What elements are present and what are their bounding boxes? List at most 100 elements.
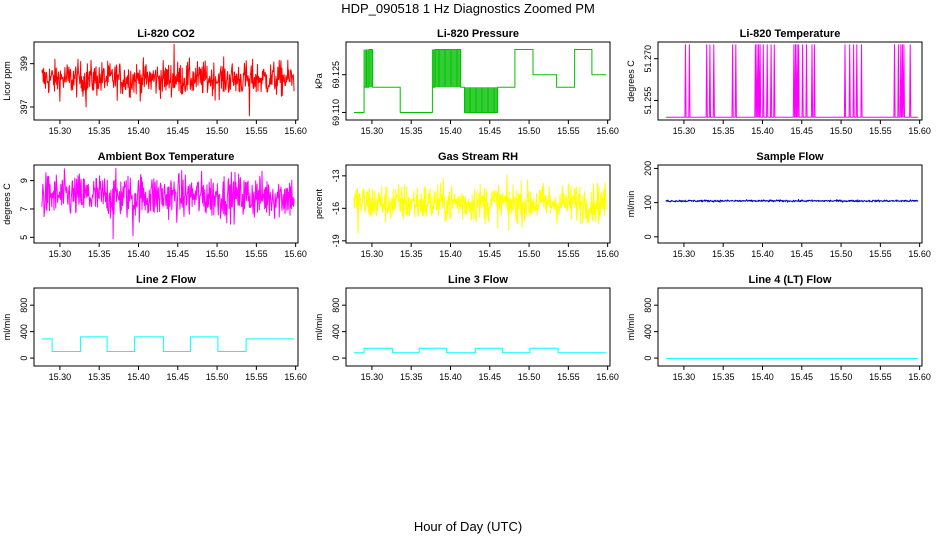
series-line [353, 347, 607, 354]
x-tick-label: 15.55 [869, 372, 892, 382]
plot-frame [657, 41, 923, 121]
x-tick-label: 15.50 [830, 249, 853, 259]
x-tick-label: 15.35 [88, 126, 111, 136]
x-tick-label: 15.60 [908, 126, 931, 136]
x-tick-label: 15.50 [206, 372, 229, 382]
plot-frame [345, 41, 611, 121]
panel-line3: Line 3 Flow 15.30 15.35 15.40 15.45 15.50 15.5… [314, 274, 619, 382]
x-tick-label: 15.40 [751, 249, 774, 259]
x-tick-label: 15.55 [245, 249, 268, 259]
x-tick-label: 15.35 [712, 126, 735, 136]
x-tick-label: 15.45 [791, 126, 814, 136]
x-tick-label: 15.40 [439, 372, 462, 382]
x-tick-label: 15.50 [518, 372, 541, 382]
panel-pressure: Li-820 Pressure 15.30 15.35 15.40 15.45 15.50… [314, 28, 619, 136]
y-tick-label: 800 [19, 298, 29, 313]
y-tick-label: 0 [19, 356, 29, 361]
x-tick-label: 15.60 [284, 126, 307, 136]
y-tick-label: 0 [643, 356, 653, 361]
panel-title: Li-820 Temperature [740, 28, 841, 40]
y-tick-label: 100 [643, 195, 653, 210]
series-line [353, 49, 607, 113]
y-tick-label: -16 [331, 202, 341, 215]
x-tick-label: 15.45 [167, 372, 190, 382]
x-tick-label: 15.30 [673, 126, 696, 136]
panel-title: Gas Stream RH [438, 151, 518, 163]
plot-frame [657, 164, 923, 244]
y-axis-label: ml/min [626, 314, 636, 341]
x-tick-label: 15.55 [245, 372, 268, 382]
x-tick-label: 15.30 [49, 372, 72, 382]
x-tick-label: 15.45 [479, 249, 502, 259]
flicker-lines [464, 87, 498, 113]
x-tick-label: 15.35 [712, 249, 735, 259]
x-tick-label: 15.50 [518, 249, 541, 259]
x-tick-label: 15.55 [557, 372, 580, 382]
x-tick-label: 15.35 [712, 372, 735, 382]
x-tick-label: 15.30 [49, 126, 72, 136]
y-tick-label: -19 [331, 234, 341, 247]
figure-title: HDP_090518 1 Hz Diagnostics Zoomed PM [341, 1, 595, 16]
panel-rh: Gas Stream RH 15.30 15.35 15.40 15.45 15.50 15… [314, 151, 619, 259]
plot-frame [33, 41, 299, 121]
y-tick-label: 0 [643, 234, 653, 239]
x-tick-label: 15.60 [596, 249, 619, 259]
x-tick-label: 15.55 [557, 126, 580, 136]
x-tick-label: 15.40 [439, 126, 462, 136]
x-tick-label: 15.35 [400, 126, 423, 136]
panel-title: Li-820 CO2 [137, 28, 194, 40]
flicker-band [464, 87, 498, 113]
x-tick-label: 15.45 [479, 126, 502, 136]
x-tick-label: 15.40 [751, 372, 774, 382]
plot-frame [345, 287, 611, 367]
y-tick-label: 397 [19, 99, 29, 114]
panel-title: Line 3 Flow [448, 274, 508, 286]
x-tick-label: 15.35 [400, 249, 423, 259]
panel-sample: Sample Flow 15.30 15.35 15.40 15.45 15.50 15.5… [626, 151, 931, 259]
flicker-band [431, 49, 461, 88]
x-tick-label: 15.30 [673, 249, 696, 259]
x-tick-label: 15.45 [167, 249, 190, 259]
y-axis-label: degrees C [2, 183, 12, 225]
x-tick-label: 15.35 [400, 372, 423, 382]
x-tick-label: 15.30 [361, 372, 384, 382]
x-tick-label: 15.40 [127, 126, 150, 136]
x-tick-label: 15.50 [518, 126, 541, 136]
y-tick-label: 399 [19, 56, 29, 71]
series-line [353, 174, 607, 234]
x-tick-label: 15.55 [869, 126, 892, 136]
x-tick-label: 15.60 [596, 126, 619, 136]
x-tick-label: 15.40 [127, 372, 150, 382]
y-tick-label: 0 [331, 356, 341, 361]
panel-line4: Line 4 (LT) Flow 15.30 15.35 15.40 15.45 15.5… [626, 274, 931, 382]
x-tick-label: 15.40 [127, 249, 150, 259]
panel-title: Ambient Box Temperature [98, 151, 235, 163]
y-axis-label: kPa [314, 73, 324, 89]
x-tick-label: 15.45 [791, 372, 814, 382]
x-tick-label: 15.45 [479, 372, 502, 382]
x-tick-label: 15.40 [751, 126, 774, 136]
y-axis-label: ml/min [314, 314, 324, 341]
plot-frame [33, 287, 299, 367]
plot-frame [657, 287, 923, 367]
y-tick-label: 69.125 [331, 61, 341, 89]
plot-frame [33, 164, 299, 244]
y-axis-label: ml/min [2, 314, 12, 341]
x-tick-label: 15.30 [49, 249, 72, 259]
series-line [665, 44, 919, 118]
y-tick-label: 7 [19, 206, 29, 211]
x-tick-label: 15.30 [361, 126, 384, 136]
panel-title: Line 2 Flow [136, 274, 196, 286]
panel-co2: Li-820 CO2 15.30 15.35 15.40 15.45 15.50 15.55… [2, 28, 307, 136]
x-tick-label: 15.60 [596, 372, 619, 382]
y-tick-label: 51.255 [643, 87, 653, 115]
y-tick-label: 9 [19, 178, 29, 183]
x-tick-label: 15.50 [206, 126, 229, 136]
x-tick-label: 15.55 [245, 126, 268, 136]
x-tick-label: 15.30 [361, 249, 384, 259]
y-axis-label: Licor ppm [2, 61, 12, 101]
y-tick-label: 800 [643, 298, 653, 313]
x-tick-label: 15.60 [908, 372, 931, 382]
x-tick-label: 15.35 [88, 372, 111, 382]
